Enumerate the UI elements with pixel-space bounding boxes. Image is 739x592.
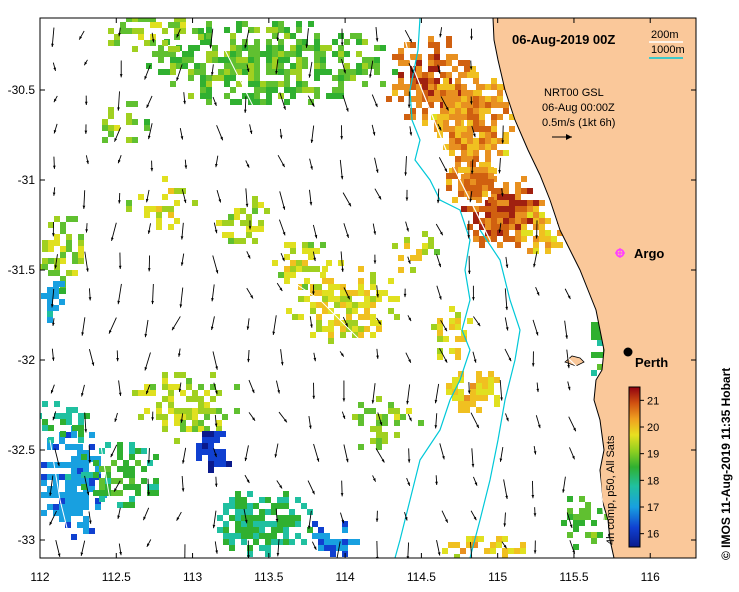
argo-marker-icon: [615, 248, 625, 258]
lat-tick-label: -30.5: [8, 83, 36, 97]
lon-tick-label: 115.5: [559, 570, 588, 584]
colorbar-tick-label: 20: [647, 422, 659, 434]
lat-tick-label: -32: [18, 353, 36, 367]
contour-200m-b: [49, 39, 401, 541]
lat-tick-label: -31: [18, 173, 36, 187]
rottnest-island: [564, 355, 585, 367]
lat-axis: -30.5 -31 -31.5 -32 -32.5 -33: [8, 83, 696, 547]
plot-frame: [39, 17, 697, 559]
lat-tick-label: -31.5: [8, 263, 36, 277]
colorbar-ticks: 16 17 18 19 20 21: [640, 395, 659, 541]
contour-1000-label: 1000m: [651, 44, 685, 56]
map-title: 06-Aug-2019 00Z: [512, 32, 615, 47]
land-mass: [492, 18, 696, 558]
argo-label: Argo: [634, 246, 664, 261]
perth-label: Perth: [635, 355, 668, 370]
current-legend-line1: NRT00 GSL: [544, 87, 604, 99]
lon-tick-label: 116: [641, 570, 660, 584]
lon-axis: 112 112.5 113 113.5 114 114.5 115 115.5 116: [30, 18, 660, 584]
contour-1000m-b: [469, 229, 521, 558]
colorbar-tick-label: 21: [647, 395, 659, 407]
current-legend-arrow-icon: [552, 134, 572, 140]
contour-1000m: [394, 18, 471, 558]
current-legend-line2: 06-Aug 00:00Z: [542, 102, 615, 114]
current-legend-line3: 0.5m/s (1kt 6h): [542, 117, 615, 129]
lon-tick-label: 113: [183, 570, 202, 584]
lon-tick-label: 112.5: [102, 570, 131, 584]
lat-tick-label: -33: [18, 533, 36, 547]
lon-tick-label: 114.5: [407, 570, 436, 584]
colorbar-label: 4h comp, p50, All Sats: [605, 435, 617, 545]
colorbar-tick-label: 18: [647, 475, 659, 487]
lat-tick-label: -32.5: [8, 443, 36, 457]
lon-tick-label: 115: [488, 570, 507, 584]
colorbar-tick-label: 19: [647, 449, 659, 461]
perth-marker-icon: [623, 347, 633, 357]
contour-200m: [399, 18, 606, 531]
current-vectors: [49, 26, 577, 558]
colorbar-tick-label: 16: [647, 529, 659, 541]
contour-200-label: 200m: [651, 29, 679, 41]
colorbar: [628, 386, 641, 548]
sst-field: [40, 18, 615, 558]
lon-tick-label: 113.5: [254, 570, 283, 584]
lon-tick-label: 112: [30, 570, 49, 584]
imos-credit: © IMOS 11-Aug-2019 11:35 Hobart: [719, 368, 733, 560]
colorbar-tick-label: 17: [647, 502, 659, 514]
lon-tick-label: 114: [336, 570, 355, 584]
